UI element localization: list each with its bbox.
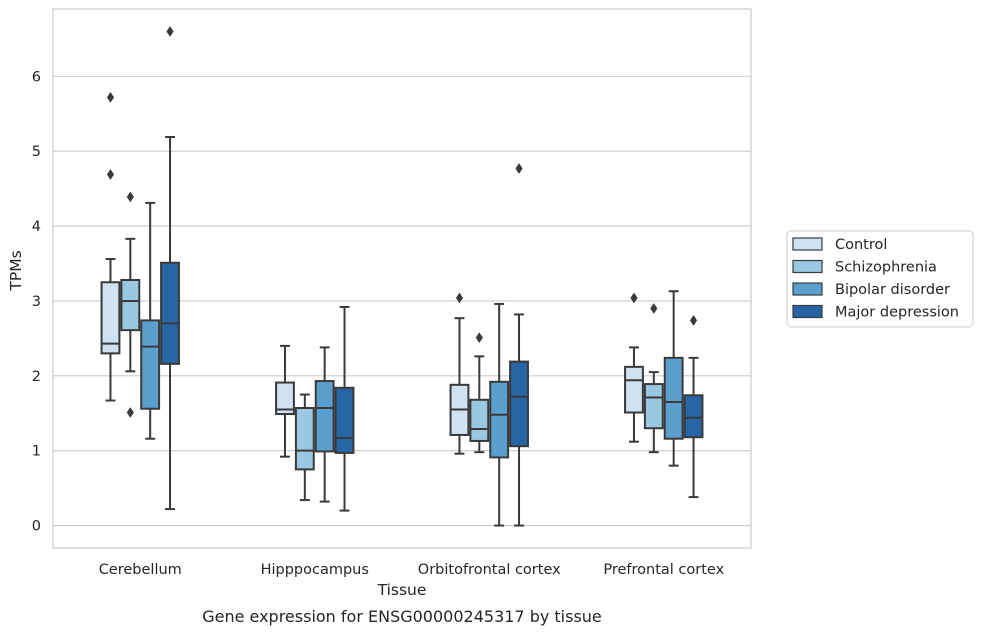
x-tick-label: Prefrontal cortex xyxy=(603,562,724,578)
box-iqr xyxy=(509,360,529,448)
legend-swatch xyxy=(792,282,823,296)
legend-frame xyxy=(786,230,974,328)
box-hipppocampus-bipolar-disorder xyxy=(314,346,335,503)
box-iqr xyxy=(100,281,121,355)
box-cerebellum-bipolar-disorder xyxy=(140,201,161,440)
legend-item: Bipolar disorder xyxy=(792,282,950,298)
outlier-point xyxy=(689,314,698,326)
x-axis-label: Tissue xyxy=(377,581,427,599)
box-cerebellum-schizophrenia xyxy=(120,191,141,418)
box-orbitofrontal-cortex-control xyxy=(449,292,470,455)
x-axis-ticks: Cerebellum Hipppocampus Orbitofrontal cort… xyxy=(99,562,725,578)
legend-swatch xyxy=(792,259,823,274)
y-tick-label: 0 xyxy=(32,519,41,535)
x-tick-label: Cerebellum xyxy=(99,562,182,578)
outlier-point xyxy=(106,168,115,180)
box-iqr xyxy=(275,381,295,415)
box-iqr xyxy=(683,394,704,439)
box-orbitofrontal-cortex-major-depression xyxy=(509,163,529,527)
box-iqr xyxy=(334,386,355,454)
y-axis-ticks: 0 1 2 3 4 5 6 xyxy=(32,69,41,534)
legend-label: Major depression xyxy=(835,305,959,321)
box-iqr xyxy=(294,407,315,471)
legend-label: Schizophrenia xyxy=(835,260,937,276)
box-hipppocampus-major-depression xyxy=(334,305,355,512)
box-cerebellum-control xyxy=(100,91,121,402)
box-prefrontal-cortex-schizophrenia xyxy=(643,302,664,454)
box-iqr xyxy=(489,380,510,459)
legend-item: Control xyxy=(792,237,887,253)
outlier-point xyxy=(126,407,134,418)
outlier-point xyxy=(515,163,523,174)
plot-area xyxy=(52,8,752,549)
y-axis-label: TPMs xyxy=(7,250,25,291)
x-tick-label: Orbitofrontal cortex xyxy=(418,562,561,578)
x-tick-label: Hipppocampus xyxy=(261,562,369,578)
box-orbitofrontal-cortex-bipolar-disorder xyxy=(489,302,510,527)
box-prefrontal-cortex-bipolar-disorder xyxy=(663,290,684,467)
outlier-point xyxy=(650,302,658,314)
y-tick-label: 2 xyxy=(32,369,41,385)
chart-title: Gene expression for ENSG00000245317 by t… xyxy=(202,607,602,626)
box-iqr xyxy=(643,383,664,430)
legend: Control Schizophrenia Bipolar disorder Majo… xyxy=(786,230,974,328)
box-orbitofrontal-cortex-schizophrenia xyxy=(469,332,490,454)
outlier-point xyxy=(475,332,483,344)
y-tick-label: 4 xyxy=(32,219,41,235)
y-tick-label: 6 xyxy=(32,69,41,85)
box-prefrontal-cortex-control xyxy=(624,292,644,443)
box-iqr xyxy=(140,319,161,410)
legend-swatch xyxy=(792,237,823,251)
outlier-point xyxy=(455,292,464,304)
box-hipppocampus-control xyxy=(275,344,295,458)
legend-label: Bipolar disorder xyxy=(835,282,950,298)
box-cerebellum-major-depression xyxy=(160,26,180,511)
box-iqr xyxy=(469,398,490,442)
box-series xyxy=(100,26,704,527)
box-iqr xyxy=(160,261,180,365)
box-iqr xyxy=(120,278,141,332)
legend-swatch xyxy=(792,304,823,319)
legend-item: Schizophrenia xyxy=(792,259,937,276)
outlier-point xyxy=(630,292,638,304)
y-tick-label: 5 xyxy=(32,144,41,160)
outlier-point xyxy=(166,26,174,37)
outlier-point xyxy=(106,91,115,103)
legend-label: Control xyxy=(835,237,887,253)
box-hipppocampus-schizophrenia xyxy=(294,393,315,502)
box-iqr xyxy=(624,365,644,414)
y-tick-label: 3 xyxy=(32,294,41,310)
box-iqr xyxy=(663,356,684,440)
legend-item: Major depression xyxy=(792,304,959,321)
outlier-point xyxy=(126,191,134,203)
y-tick-label: 1 xyxy=(32,444,41,460)
box-iqr xyxy=(314,380,335,453)
plot-frame xyxy=(52,8,752,549)
box-prefrontal-cortex-major-depression xyxy=(683,314,704,499)
